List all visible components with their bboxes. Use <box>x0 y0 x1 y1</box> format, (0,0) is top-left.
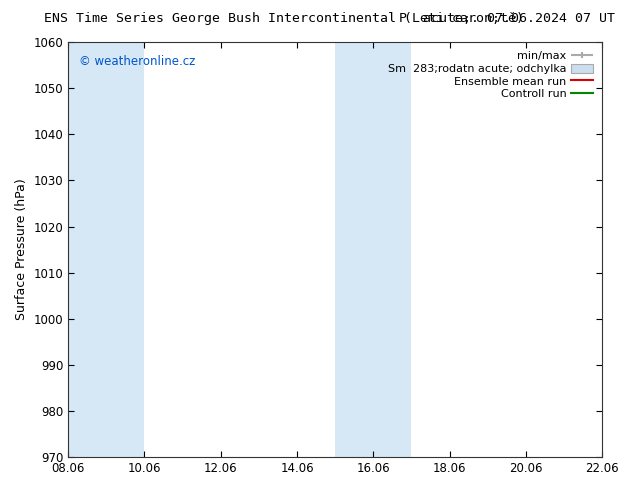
Text: ENS Time Series George Bush Intercontinental (Leti caron;tě): ENS Time Series George Bush Intercontine… <box>44 12 524 25</box>
Y-axis label: Surface Pressure (hPa): Surface Pressure (hPa) <box>15 179 28 320</box>
Text: P  acute;. 07.06.2024 07 UT: P acute;. 07.06.2024 07 UT <box>399 12 616 25</box>
Bar <box>602 42 634 457</box>
Text: © weatheronline.cz: © weatheronline.cz <box>79 54 195 68</box>
Bar <box>335 42 411 457</box>
Legend: min/max, Sm  283;rodatn acute; odchylka, Ensemble mean run, Controll run: min/max, Sm 283;rodatn acute; odchylka, … <box>385 48 597 103</box>
Bar <box>68 42 145 457</box>
